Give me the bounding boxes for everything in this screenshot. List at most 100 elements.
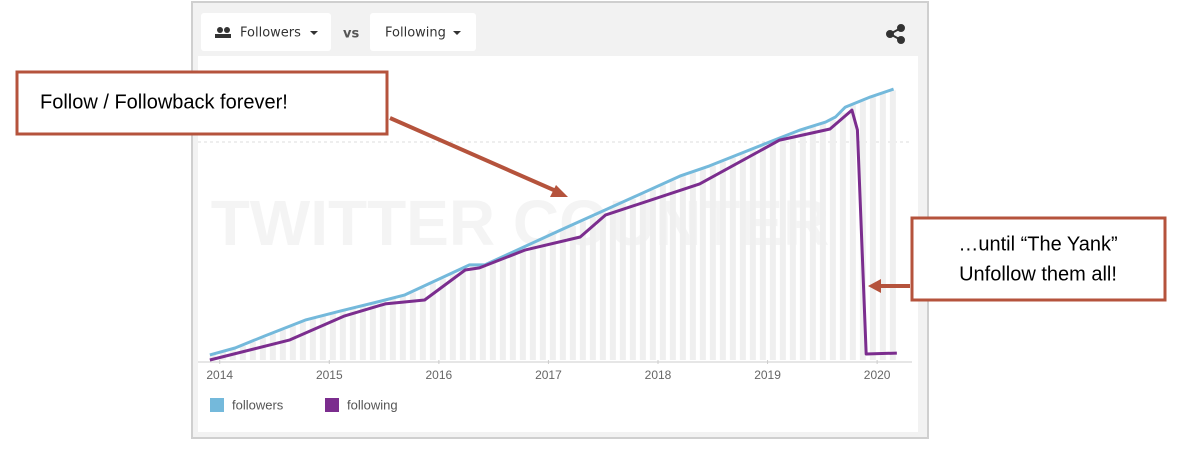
bg-bar [649, 189, 656, 360]
bg-bar [579, 221, 586, 360]
watermark: TWITTER COUNTER [211, 187, 830, 259]
bg-bar [489, 262, 496, 360]
bg-bar [709, 165, 716, 360]
x-tick-label: 2017 [535, 368, 562, 382]
bg-bar [309, 318, 316, 360]
arrow [389, 116, 557, 193]
button-label: Followers [240, 26, 301, 41]
following-button[interactable] [370, 13, 476, 51]
bg-bar [539, 239, 546, 360]
bg-bar [249, 341, 256, 360]
legend-label: followers [232, 397, 284, 412]
vs-label: vs [343, 27, 359, 42]
legend-label: following [347, 397, 398, 412]
line [209, 87, 895, 357]
bg-bar [629, 198, 636, 360]
followers-button[interactable] [201, 13, 331, 51]
bg-bar [389, 298, 396, 360]
bg-bar [779, 137, 786, 360]
x-tick-label: 2015 [316, 368, 343, 382]
bg-bar [339, 311, 346, 360]
annotation: Follow / Followback forever! [40, 91, 288, 113]
bg-bar [329, 313, 336, 360]
bg-bar [799, 130, 806, 360]
bg-bar [519, 248, 526, 360]
x-tick-label: 2019 [754, 368, 781, 382]
bg-bar [259, 337, 266, 360]
bg-bar [349, 308, 356, 360]
bg-bar [399, 296, 406, 360]
bg-bar [459, 269, 466, 360]
bg-bar [409, 292, 416, 360]
bg-bar [889, 90, 896, 360]
bg-bar [839, 112, 846, 360]
bg-bar [499, 258, 506, 360]
bg-bar [739, 153, 746, 360]
bg-bar [639, 194, 646, 360]
bg-bar [279, 330, 286, 360]
arrowhead [550, 185, 568, 197]
bg-bar [209, 354, 216, 360]
bg-bar [849, 105, 856, 360]
bg-bar [439, 278, 446, 360]
bg-bar [269, 333, 276, 360]
bg-bar [429, 283, 436, 360]
bg-bar [469, 264, 476, 360]
background-bars [209, 90, 896, 360]
bg-bar [449, 274, 456, 360]
caret [453, 31, 461, 35]
bg-bar [589, 216, 596, 360]
annotation-box [15, 70, 389, 136]
x-tick-label: 2014 [206, 368, 233, 382]
x-tick-label: 2016 [426, 368, 453, 382]
bg-bar [419, 287, 426, 360]
bg-bar [479, 264, 486, 360]
legend-swatch [325, 398, 339, 412]
bg-bar [509, 253, 516, 360]
x-tick-label: 2018 [645, 368, 672, 382]
bg-bar [749, 149, 756, 360]
bg-bar [789, 134, 796, 360]
button-label: Following [385, 26, 446, 41]
bg-bar [859, 101, 866, 360]
bg-bar [369, 303, 376, 360]
bg-bar [619, 203, 626, 360]
bg-bar [569, 225, 576, 360]
share-icon[interactable] [886, 24, 905, 44]
bg-bar [549, 234, 556, 360]
x-tick-label: 2020 [864, 368, 891, 382]
bg-bar [669, 180, 676, 360]
bg-bar [659, 185, 666, 360]
annotation-box [910, 216, 1167, 302]
bg-bar [609, 207, 616, 360]
bg-bar [699, 169, 706, 360]
bg-bar [879, 93, 886, 360]
bg-bar [829, 119, 836, 360]
plot: 2014 2015 2016 2017 2018 2019 2020 followers fol… [206, 87, 897, 412]
bg-bar [769, 141, 776, 360]
bg-bar [869, 97, 876, 360]
bg-bar [819, 123, 826, 360]
bg-bar [359, 306, 366, 360]
bg-bar [759, 145, 766, 360]
bg-bar [689, 172, 696, 360]
users-icon [215, 27, 231, 38]
annotation: Unfollow them all! [959, 263, 1117, 285]
legend-swatch [210, 398, 224, 412]
arrowhead [868, 279, 881, 293]
bg-bar [299, 322, 306, 360]
caret [310, 31, 318, 35]
bg-bar [319, 316, 326, 360]
bg-bar [809, 126, 816, 360]
bg-bar [599, 212, 606, 360]
bg-bar [679, 176, 686, 360]
bg-bar [559, 230, 566, 360]
bg-bar [289, 326, 296, 360]
bg-bar [719, 161, 726, 360]
bg-bar [379, 301, 386, 360]
bg-bar [529, 244, 536, 360]
line [209, 108, 897, 362]
bg-bar [729, 157, 736, 360]
annotation: …until “The Yank” [958, 233, 1117, 255]
